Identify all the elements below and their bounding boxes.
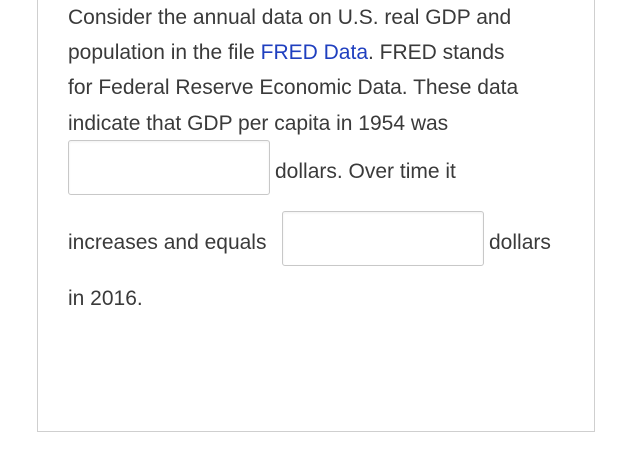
question-line-2-prefix: population in the file xyxy=(68,41,261,64)
dollars-text: dollars xyxy=(489,231,551,254)
question-line-1: Consider the annual data on U.S. real GD… xyxy=(68,6,512,29)
question-line-3: for Federal Reserve Economic Data. These… xyxy=(68,76,519,99)
question-line-2-suffix: . FRED stands xyxy=(368,41,505,64)
fred-data-link[interactable]: FRED Data xyxy=(260,41,368,64)
question-line-2: population in the file FRED Data. FRED s… xyxy=(68,40,505,66)
increases-and-equals-text: increases and equals xyxy=(68,231,267,254)
gdp-1954-input[interactable] xyxy=(68,140,270,195)
dollars-over-time-text: dollars. Over time it xyxy=(275,160,456,183)
question-line-4: indicate that GDP per capita in 1954 was xyxy=(68,112,449,135)
gdp-2016-input[interactable] xyxy=(282,211,484,266)
year-2016-text: in 2016. xyxy=(68,287,143,310)
